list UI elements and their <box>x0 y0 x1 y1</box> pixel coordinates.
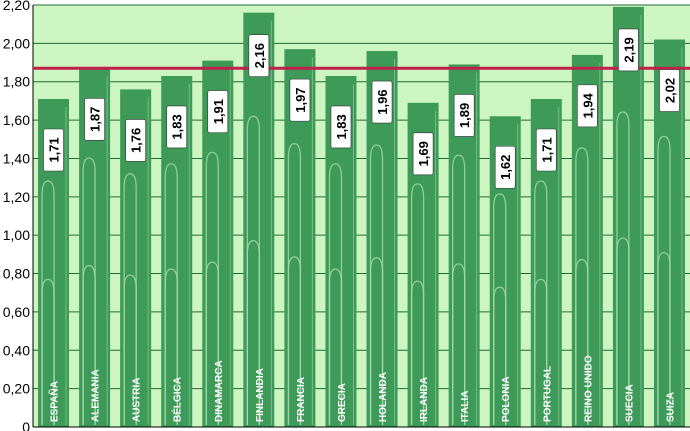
value-label-box <box>371 80 393 124</box>
bar-texture <box>657 251 671 425</box>
bar-texture <box>287 256 302 425</box>
value-label: 2,16 <box>252 43 267 68</box>
y-tick-label: 1,80 <box>3 74 30 90</box>
y-tick-label: 0 <box>22 419 30 431</box>
bar-texture <box>328 163 343 425</box>
category-label: FINLANDIA <box>255 368 266 422</box>
value-label-box <box>166 105 188 149</box>
value-label-box <box>207 90 229 133</box>
value-label-box <box>494 145 516 189</box>
value-label: 1,71 <box>47 137 62 162</box>
bar-texture <box>82 264 96 425</box>
bar-texture <box>82 157 96 425</box>
bar-texture <box>246 115 260 425</box>
bar-texture <box>205 261 219 425</box>
bar-texture <box>287 142 302 425</box>
bar-texture <box>41 180 55 425</box>
y-tick-label: 0,20 <box>3 381 30 397</box>
bar-texture <box>123 274 137 425</box>
bar-texture <box>452 263 466 425</box>
bar-texture <box>410 183 425 425</box>
category-label: BÉLGICA <box>171 377 184 422</box>
value-label-box <box>659 69 680 112</box>
category-label: POLONIA <box>501 376 512 422</box>
value-label: 1,91 <box>211 99 226 124</box>
y-tick-label: 1,00 <box>3 227 30 243</box>
value-label-box <box>330 105 352 149</box>
bar-texture <box>123 173 137 425</box>
value-labels: ESPAÑA 1,71 ALEMANIA 1,87 AUSTRIA 1,76 BÉLGICA… <box>43 28 680 422</box>
y-tick-label: 0,80 <box>3 266 30 282</box>
value-label-box <box>248 34 270 77</box>
category-label: SUECIA <box>624 384 635 422</box>
y-tick-label: 1,40 <box>3 150 30 166</box>
value-label: 1,62 <box>498 155 513 180</box>
bar-texture <box>657 135 671 425</box>
value-label: 2,02 <box>662 78 677 103</box>
value-label: 1,83 <box>334 114 349 139</box>
bar-texture <box>575 147 589 425</box>
bar-texture <box>534 180 548 425</box>
y-axis-ticks: 0 0,20 0,40 0,60 0,80 1,00 1,20 1,40 1,60 1,80 2,0… <box>3 0 690 431</box>
value-label-box <box>618 28 639 72</box>
value-label-box <box>577 84 598 128</box>
value-label: 1,94 <box>580 92 595 118</box>
category-label: DINAMARCA <box>214 360 225 422</box>
bar-texture <box>410 280 425 425</box>
category-label: FRANCIA <box>296 377 307 422</box>
value-label-box <box>125 119 146 162</box>
bar-texture <box>493 193 507 425</box>
y-tick-label: 2,00 <box>3 35 30 51</box>
bar-texture <box>452 154 466 425</box>
bar-texture <box>616 111 630 425</box>
bar-texture <box>616 237 630 425</box>
value-label: 1,83 <box>170 114 185 139</box>
category-label: IRLANDA <box>419 377 430 422</box>
bar-texture <box>328 268 343 425</box>
y-tick-label: 1,20 <box>3 189 30 205</box>
value-label: 1,69 <box>416 141 431 166</box>
category-label: ALEMANIA <box>91 369 102 422</box>
bar-texture <box>41 278 55 425</box>
category-label: GRECIA <box>337 383 348 422</box>
value-label: 2,19 <box>621 37 636 62</box>
y-tick-label: 0,40 <box>3 342 30 358</box>
value-label-box <box>453 94 475 137</box>
bar-texture <box>575 258 589 425</box>
y-tick-label: 1,60 <box>3 112 30 128</box>
bar-texture <box>369 257 384 425</box>
category-label: AUSTRIA <box>132 378 143 422</box>
value-label: 1,87 <box>88 107 103 132</box>
category-label: SUIZA <box>665 392 676 422</box>
bar-texture <box>164 268 178 425</box>
category-label: PORTUGAL <box>542 366 553 422</box>
value-label: 1,97 <box>293 87 308 112</box>
category-label: ITALIA <box>460 391 471 422</box>
category-label: HOLANDA <box>378 372 389 422</box>
bar-texture <box>493 286 507 425</box>
value-label-box <box>84 98 105 141</box>
category-label: ESPAÑA <box>48 381 61 422</box>
value-label: 1,96 <box>375 89 390 114</box>
bar-texture <box>369 144 384 425</box>
bar-texture <box>246 239 260 425</box>
value-label-box <box>289 78 311 122</box>
value-label-box <box>412 132 434 176</box>
value-label: 1,71 <box>539 137 554 162</box>
value-label-box <box>535 128 557 172</box>
category-label: REINO UNIDO <box>583 355 594 422</box>
bar-texture <box>164 163 178 425</box>
bar-texture <box>205 151 219 425</box>
y-tick-label: 2,20 <box>3 0 30 13</box>
y-tick-label: 0,60 <box>3 304 30 320</box>
value-label: 1,76 <box>129 128 144 153</box>
bar-texture <box>534 278 548 425</box>
value-label: 1,89 <box>457 103 472 128</box>
value-label-box <box>43 128 64 172</box>
